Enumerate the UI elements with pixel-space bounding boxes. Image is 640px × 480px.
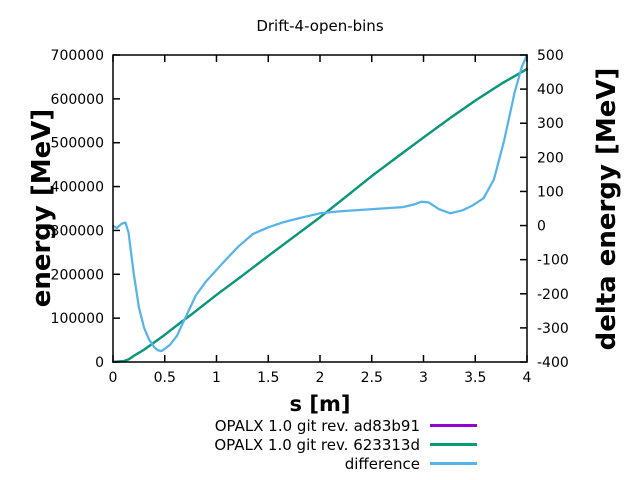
y-right-tick-label: 500 bbox=[537, 48, 564, 64]
series-line bbox=[111, 53, 529, 353]
x-tick-label: 0 bbox=[109, 370, 118, 386]
y-right-tick-label: 400 bbox=[537, 82, 564, 98]
x-tick-label: 1 bbox=[212, 370, 221, 386]
y-right-tick-label: 300 bbox=[537, 116, 564, 132]
legend-item: OPALX 1.0 git rev. 623313d bbox=[0, 435, 477, 454]
y-right-tick-label: -100 bbox=[537, 253, 569, 269]
y-left-tick-label: 700000 bbox=[51, 48, 104, 64]
y-right-tick-label: 100 bbox=[537, 184, 564, 200]
x-tick-label: 0.5 bbox=[154, 370, 176, 386]
chart-title: Drift-4-open-bins bbox=[256, 17, 384, 35]
y-left-tick-label: 500000 bbox=[51, 136, 104, 152]
x-tick-label: 1.5 bbox=[257, 370, 279, 386]
x-axis-label: s [m] bbox=[289, 392, 351, 416]
legend-line-sample bbox=[430, 424, 477, 427]
y-right-tick-label: 200 bbox=[537, 150, 564, 166]
y-left-tick-label: 100000 bbox=[51, 311, 104, 327]
y-right-tick-label: -300 bbox=[537, 321, 569, 337]
legend-item: difference bbox=[0, 454, 477, 473]
legend-label: OPALX 1.0 git rev. 623313d bbox=[214, 435, 420, 454]
y-right-tick-label: -200 bbox=[537, 287, 569, 303]
y-left-tick-label: 600000 bbox=[51, 92, 104, 108]
legend: OPALX 1.0 git rev. ad83b91 OPALX 1.0 git … bbox=[0, 416, 477, 473]
y-left-tick-label: 300000 bbox=[51, 223, 104, 239]
legend-line-sample bbox=[430, 462, 477, 465]
x-tick-label: 4 bbox=[523, 370, 532, 386]
series-line bbox=[111, 67, 529, 363]
y-right-tick-label: -400 bbox=[537, 355, 569, 371]
x-tick-label: 2.5 bbox=[361, 370, 383, 386]
legend-label: difference bbox=[344, 454, 420, 473]
legend-line-sample bbox=[430, 443, 477, 446]
legend-item: OPALX 1.0 git rev. ad83b91 bbox=[0, 416, 477, 435]
x-tick-label: 2 bbox=[316, 370, 325, 386]
y-right-tick-label: 0 bbox=[537, 219, 546, 235]
x-tick-label: 3 bbox=[419, 370, 428, 386]
series-line bbox=[111, 67, 529, 363]
x-tick-label: 3.5 bbox=[464, 370, 486, 386]
legend-label: OPALX 1.0 git rev. ad83b91 bbox=[214, 416, 420, 435]
y-left-tick-label: 200000 bbox=[51, 267, 104, 283]
y-left-tick-label: 400000 bbox=[51, 180, 104, 196]
y-left-tick-label: 0 bbox=[95, 355, 104, 371]
